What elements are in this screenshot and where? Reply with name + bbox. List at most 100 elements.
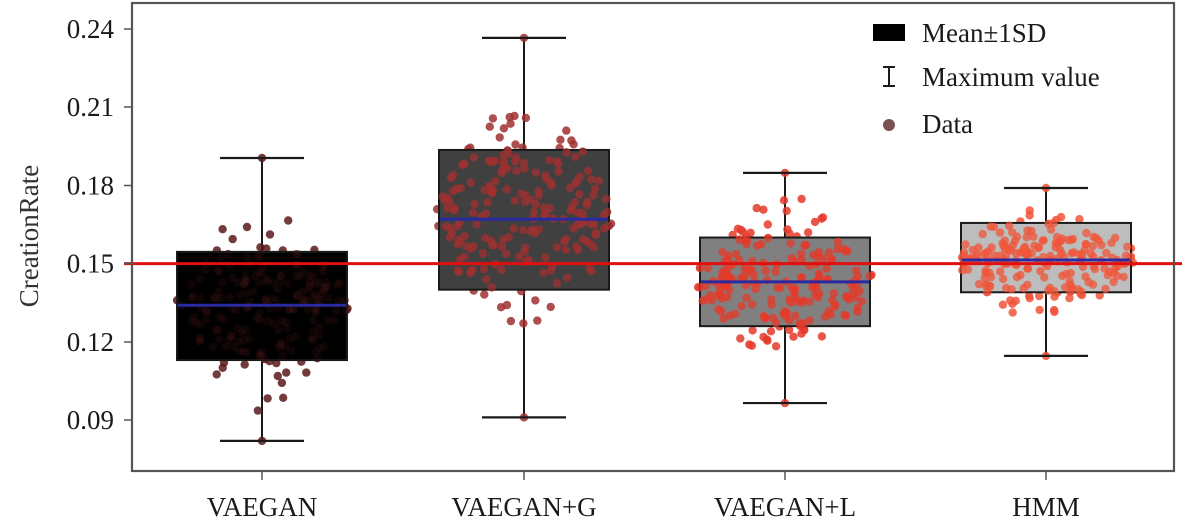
data-point [817, 332, 827, 341]
data-point [855, 287, 864, 296]
data-point [1094, 236, 1104, 245]
data-point [590, 184, 600, 194]
data-point [797, 194, 806, 204]
data-point [332, 306, 341, 315]
data-point [542, 174, 551, 184]
data-point [308, 335, 317, 345]
data-point [509, 224, 519, 233]
data-point [495, 133, 504, 142]
data-point [796, 249, 806, 258]
data-point [785, 295, 794, 304]
data-point [767, 295, 776, 304]
legend-square-icon [873, 24, 905, 41]
data-point [512, 166, 521, 175]
data-point [329, 316, 339, 326]
data-point [311, 308, 320, 317]
data-point [308, 293, 317, 303]
data-point [242, 252, 251, 261]
data-point [534, 191, 543, 200]
data-point [724, 251, 733, 260]
data-point [987, 243, 996, 252]
data-point [304, 284, 314, 294]
data-point [556, 135, 565, 144]
data-point [241, 271, 250, 281]
data-point [763, 233, 773, 243]
data-point [821, 312, 830, 321]
data-point [1008, 299, 1017, 308]
data-point [530, 208, 539, 217]
data-point [526, 227, 536, 236]
data-point [283, 279, 293, 288]
data-point [736, 225, 746, 235]
data-point [1036, 267, 1045, 276]
data-point [785, 325, 794, 335]
data-point [515, 252, 524, 261]
data-point [225, 293, 234, 302]
data-point [466, 178, 475, 187]
data-point [302, 368, 311, 377]
data-point [311, 289, 320, 299]
data-point [546, 266, 556, 275]
data-point [241, 325, 250, 335]
data-point [276, 277, 285, 286]
data-point [1058, 271, 1067, 280]
data-point [284, 216, 293, 225]
data-point [447, 229, 457, 238]
data-point [521, 243, 530, 252]
data-points-overlay [172, 146, 1136, 364]
data-point [279, 393, 288, 402]
data-point [746, 228, 755, 237]
data-point [261, 295, 270, 305]
data-point [302, 297, 311, 306]
data-point [1100, 264, 1109, 273]
data-point [790, 286, 799, 295]
data-point [228, 234, 237, 244]
data-point [1066, 268, 1075, 278]
data-point [227, 331, 236, 341]
data-point [531, 168, 540, 177]
data-point [441, 222, 451, 231]
data-point [575, 172, 584, 181]
data-point [779, 196, 789, 205]
data-point [1035, 291, 1044, 301]
data-point [1075, 215, 1084, 224]
data-point [218, 278, 227, 287]
data-point [309, 272, 319, 281]
data-point [480, 290, 489, 299]
data-point [273, 284, 282, 293]
data-point [278, 351, 287, 360]
data-point [857, 297, 866, 306]
data-point [720, 265, 729, 275]
data-point [195, 337, 204, 346]
data-point [722, 281, 731, 290]
data-point [545, 156, 554, 165]
data-point [795, 318, 805, 328]
data-point [502, 185, 511, 194]
data-point [334, 295, 343, 305]
data-point [235, 290, 244, 300]
data-point [533, 316, 542, 325]
data-point [342, 305, 351, 315]
data-point [224, 250, 233, 259]
data-point [244, 334, 254, 343]
data-point [312, 305, 321, 315]
data-point [594, 176, 603, 185]
data-point [989, 222, 999, 232]
data-point [289, 304, 298, 314]
data-point [567, 203, 577, 212]
data-point [998, 300, 1008, 309]
data-point [716, 290, 725, 299]
data-point [1067, 283, 1076, 292]
data-point [262, 276, 271, 286]
data-point [285, 304, 294, 314]
data-point [797, 273, 806, 282]
data-point [315, 343, 324, 353]
data-point [1023, 280, 1032, 290]
legend-label-data: Data [922, 109, 973, 139]
data-point [1052, 232, 1062, 242]
data-point [240, 279, 249, 289]
data-point [842, 292, 851, 301]
data-point [293, 250, 302, 259]
data-point [322, 278, 332, 287]
data-point [569, 224, 578, 233]
